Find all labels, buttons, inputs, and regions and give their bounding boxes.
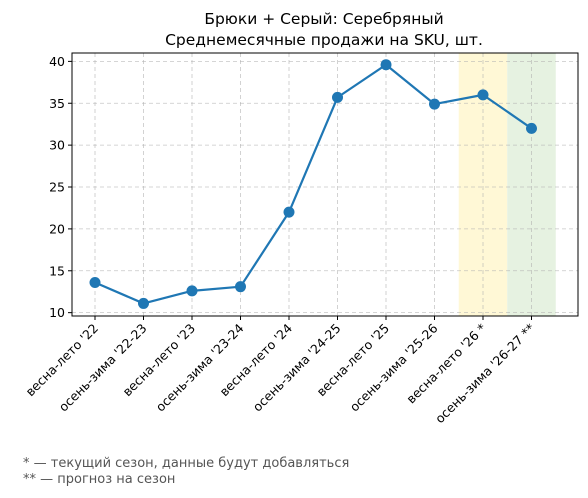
y-tick-label: 40 bbox=[49, 54, 65, 69]
data-point bbox=[429, 98, 440, 110]
footnote-forecast: ** — прогноз на сезон bbox=[23, 472, 176, 487]
x-tick-label: осень-зима '25-26 bbox=[347, 320, 441, 414]
data-point bbox=[186, 285, 198, 297]
data-point bbox=[283, 206, 295, 218]
data-point bbox=[332, 91, 343, 103]
axes bbox=[71, 52, 579, 317]
y-tick-label: 10 bbox=[49, 305, 65, 320]
footnote-current-season: * — текущий сезон, данные будут добавлят… bbox=[23, 456, 350, 471]
y-tick-label: 25 bbox=[49, 180, 65, 195]
y-tick-label: 35 bbox=[49, 96, 65, 111]
y-tick-label: 30 bbox=[49, 138, 65, 153]
data-point bbox=[138, 297, 149, 309]
data-point bbox=[526, 122, 537, 134]
y-tick-label: 20 bbox=[49, 221, 65, 236]
data-series bbox=[89, 59, 537, 309]
forecast-band bbox=[507, 53, 556, 316]
data-point bbox=[89, 276, 101, 288]
chart-title-line2: Среднемесячные продажи на SKU, шт. bbox=[165, 31, 483, 49]
season-bands bbox=[458, 53, 556, 316]
x-tick-label: осень-зима '24-25 bbox=[250, 321, 344, 415]
series-line bbox=[94, 63, 533, 305]
data-point bbox=[477, 89, 489, 101]
data-point bbox=[235, 281, 246, 293]
x-tick-label: осень-зима '26-27 ** bbox=[432, 321, 538, 427]
chart-title-line1: Брюки + Серый: Серебряный bbox=[204, 10, 443, 28]
y-axis-ticks: 10 15 20 25 30 35 40 bbox=[49, 54, 72, 320]
y-tick-label: 15 bbox=[49, 263, 65, 278]
x-tick-label: осень-зима '23-24 bbox=[153, 320, 247, 414]
plot-frame bbox=[71, 52, 579, 317]
data-point bbox=[380, 59, 392, 71]
x-tick-label: осень-зима '22-23 bbox=[56, 321, 150, 415]
